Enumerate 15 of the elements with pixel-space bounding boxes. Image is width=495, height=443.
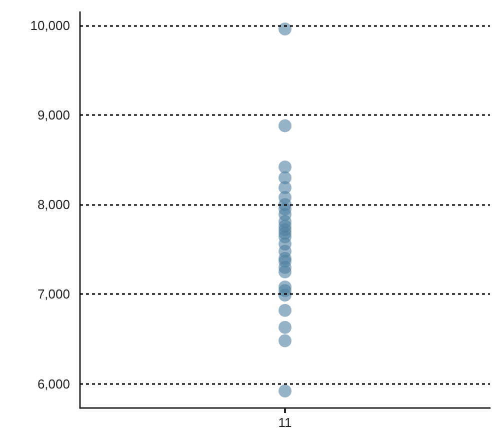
point [278, 265, 292, 278]
x-tick-label: 11 [278, 415, 292, 430]
y-tick-label: 8,000 [37, 197, 70, 212]
point [278, 288, 292, 302]
point [278, 384, 292, 398]
point [278, 22, 292, 36]
y-tick-label: 10,000 [30, 18, 70, 33]
point [278, 304, 292, 317]
point [278, 320, 292, 334]
y-tick-label: 6,000 [37, 376, 70, 392]
y-tick-label: 7,000 [37, 286, 70, 302]
point [278, 334, 292, 348]
point [278, 160, 292, 174]
y-tick-label: 9,000 [37, 108, 70, 123]
point [278, 119, 292, 132]
